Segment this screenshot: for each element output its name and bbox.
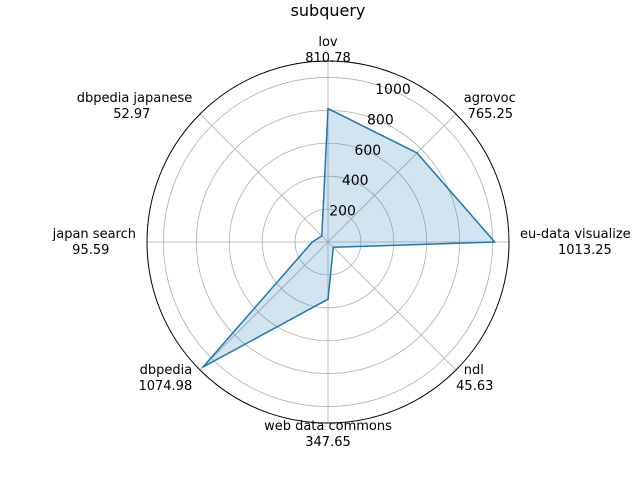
value-label: 95.59 [72,243,109,258]
axis-label: dbpedia japanese [77,91,193,106]
radial-tick-label: 400 [342,173,369,189]
data-point [311,241,314,243]
grid-spoke [327,113,457,243]
series-fill [202,108,495,368]
value-label: 347.65 [305,435,351,450]
axis-label: japan search [52,227,136,242]
data-point [202,366,204,368]
value-label: 52.97 [113,107,150,122]
value-label: 1013.25 [558,243,612,258]
value-label: 810.78 [305,51,351,66]
radial-tick-label: 1000 [375,82,411,98]
value-label: 45.63 [456,379,493,394]
grid-layer [146,60,510,424]
grid-spoke [199,113,329,243]
radial-tick-label: 800 [367,112,394,128]
polar-frame [146,60,510,424]
axis-label: lov [318,35,338,50]
axis-label: dbpedia [140,363,193,378]
data-point [416,152,418,154]
value-label: 765.25 [468,107,514,122]
data-point [332,246,335,249]
value-label: 1074.98 [138,379,192,394]
data-layer [202,107,496,368]
grid-spoke [199,241,329,371]
data-point [493,241,496,243]
grid-spoke [327,241,457,371]
data-point [327,107,329,110]
chart-title: subquery [291,1,366,20]
data-point [327,298,329,301]
data-point [321,235,323,237]
axis-label: eu-data visualize [520,227,631,242]
radial-tick-label: 600 [354,143,381,159]
axis-label: agrovoc [464,91,516,106]
axis-label: web data commons [264,419,392,434]
axis-label: ndl [464,363,484,378]
radial-tick-label: 200 [329,204,356,220]
label-layer: 200 400 600 800 1000 eu-data visualize1013.25… [52,35,631,450]
